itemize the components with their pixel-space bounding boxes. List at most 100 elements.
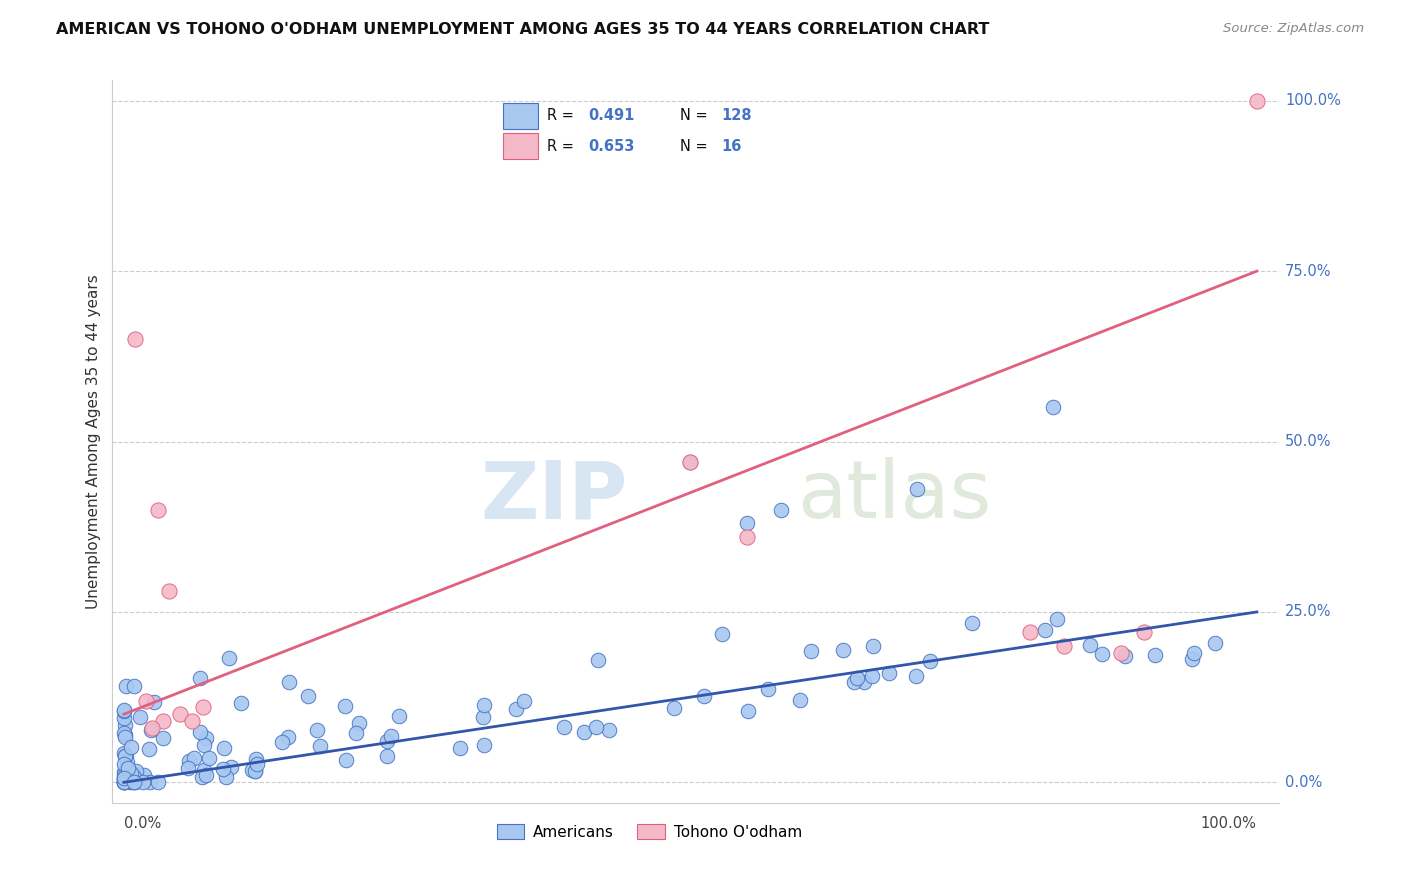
Point	[139, 723, 162, 738]
Point	[118, 770, 141, 784]
Point	[120, 740, 142, 755]
Text: 100.0%: 100.0%	[1201, 816, 1257, 831]
Point	[122, 770, 145, 784]
Point	[188, 671, 211, 685]
Point	[756, 681, 779, 696]
Point	[309, 739, 332, 753]
Legend: Americans, Tohono O'odham: Americans, Tohono O'odham	[491, 818, 808, 846]
Point	[862, 640, 884, 654]
Point	[115, 748, 138, 763]
Text: 100.0%: 100.0%	[1285, 94, 1341, 108]
Point	[191, 770, 214, 784]
Point	[122, 770, 145, 784]
Point	[114, 730, 136, 744]
Point	[214, 741, 236, 756]
Point	[904, 668, 927, 682]
Point	[124, 767, 146, 781]
Point	[114, 748, 136, 763]
Point	[157, 584, 180, 599]
Point	[1078, 639, 1101, 653]
Point	[513, 694, 536, 708]
Y-axis label: Unemployment Among Ages 35 to 44 years: Unemployment Among Ages 35 to 44 years	[86, 274, 101, 609]
Point	[152, 731, 174, 745]
Point	[117, 761, 139, 775]
Point	[141, 721, 163, 735]
Point	[853, 675, 876, 690]
Point	[122, 679, 145, 693]
Point	[146, 502, 169, 516]
Point	[120, 775, 142, 789]
Point	[846, 671, 869, 685]
Point	[132, 768, 155, 782]
Point	[380, 729, 402, 743]
Point	[375, 748, 398, 763]
Point	[112, 765, 135, 780]
Point	[588, 653, 610, 667]
Point	[1042, 401, 1064, 415]
Point	[1033, 624, 1056, 638]
Point	[112, 775, 135, 789]
Point	[679, 455, 702, 469]
Point	[114, 728, 136, 742]
Point	[737, 705, 759, 719]
Point	[114, 771, 136, 785]
Point	[124, 332, 146, 346]
Text: 75.0%: 75.0%	[1285, 264, 1331, 278]
Point	[221, 760, 243, 774]
Point	[472, 709, 495, 723]
Point	[388, 709, 411, 723]
Point	[112, 775, 135, 789]
Text: 50.0%: 50.0%	[1285, 434, 1331, 449]
Point	[1019, 625, 1042, 640]
Point	[246, 757, 269, 772]
Point	[121, 772, 143, 787]
Point	[177, 761, 200, 775]
Point	[124, 775, 146, 789]
Point	[860, 668, 883, 682]
Point	[789, 693, 811, 707]
Point	[1114, 648, 1136, 663]
Point	[114, 679, 136, 693]
Text: 0.0%: 0.0%	[1285, 775, 1323, 789]
Point	[112, 747, 135, 761]
Point	[693, 689, 716, 703]
Point	[194, 731, 217, 745]
Point	[114, 718, 136, 732]
Point	[112, 704, 135, 718]
Point	[679, 455, 702, 469]
Point	[245, 752, 267, 766]
Text: AMERICAN VS TOHONO O'ODHAM UNEMPLOYMENT AMONG AGES 35 TO 44 YEARS CORRELATION CH: AMERICAN VS TOHONO O'ODHAM UNEMPLOYMENT …	[56, 22, 990, 37]
Point	[177, 754, 200, 768]
Point	[472, 738, 495, 752]
Point	[832, 642, 855, 657]
Point	[920, 654, 942, 668]
Point	[193, 763, 215, 777]
Point	[125, 764, 148, 779]
Point	[1143, 648, 1166, 662]
Point	[112, 775, 135, 789]
Point	[1109, 646, 1132, 660]
Point	[183, 750, 205, 764]
Text: atlas: atlas	[797, 457, 991, 535]
Point	[1091, 647, 1114, 661]
Point	[218, 651, 240, 665]
Point	[198, 751, 221, 765]
Text: Source: ZipAtlas.com: Source: ZipAtlas.com	[1223, 22, 1364, 36]
Point	[188, 724, 211, 739]
Point	[449, 741, 471, 756]
Point	[553, 720, 575, 734]
Point	[114, 748, 136, 763]
Point	[243, 764, 266, 779]
Point	[297, 689, 319, 703]
Point	[112, 711, 135, 725]
Point	[112, 703, 135, 717]
Point	[169, 707, 191, 722]
Point	[193, 739, 215, 753]
Point	[117, 763, 139, 777]
Point	[347, 716, 370, 731]
Point	[472, 698, 495, 712]
Point	[122, 775, 145, 789]
Point	[879, 666, 901, 681]
Text: 0.0%: 0.0%	[124, 816, 162, 831]
Point	[1132, 625, 1154, 640]
